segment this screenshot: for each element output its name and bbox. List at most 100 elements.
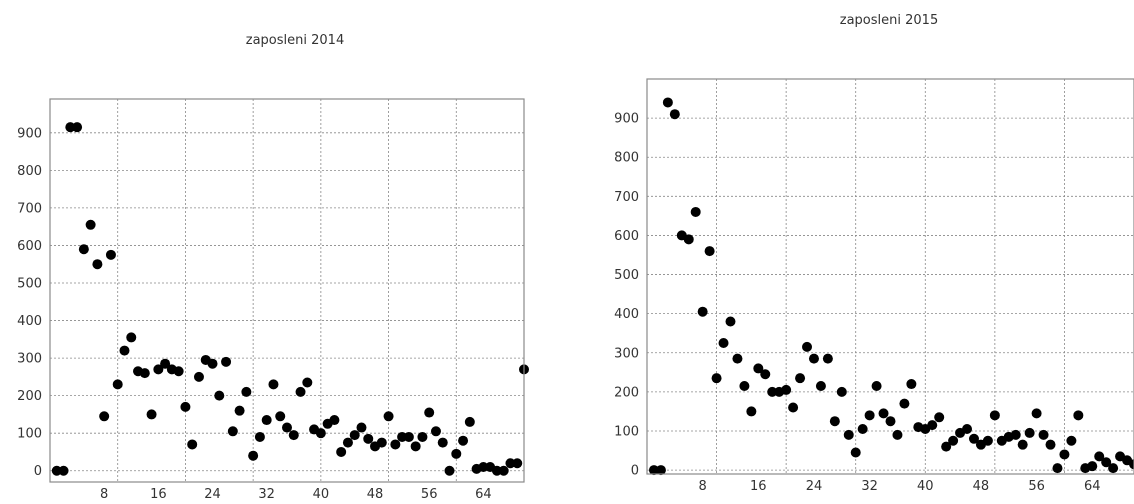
plot-frame <box>646 78 1134 475</box>
y-tick-label: 200 <box>614 385 639 400</box>
x-axis-ticks: 8 16 24 32 40 48 56 64 <box>699 479 1101 494</box>
data-point <box>892 429 903 440</box>
y-axis-ticks: 0 100 200 300 400 500 600 700 800 900 <box>614 112 639 479</box>
data-point <box>781 384 792 395</box>
y-axis-ticks: 0 100 200 300 400 500 600 700 800 900 <box>17 126 42 479</box>
data-point <box>864 410 875 421</box>
chart-title: zaposleni 2015 <box>840 13 938 28</box>
data-point <box>829 416 840 427</box>
data-point <box>329 415 340 426</box>
scatter-chart-2014: zaposleni 2014 0 100 200 300 400 500 600 700 800… <box>17 33 529 502</box>
data-point <box>315 428 326 439</box>
x-tick-label: 32 <box>861 479 878 494</box>
data-point <box>795 373 806 384</box>
data-point <box>160 358 171 369</box>
data-point <box>767 386 778 397</box>
data-point <box>437 437 448 448</box>
data-point <box>363 433 374 444</box>
data-point <box>1087 461 1098 472</box>
x-tick-label: 40 <box>917 479 934 494</box>
x-tick-label: 24 <box>806 479 823 494</box>
data-point <box>982 435 993 446</box>
data-point <box>753 363 764 374</box>
x-tick-label: 8 <box>699 479 707 494</box>
data-point <box>112 379 123 390</box>
x-tick-label: 32 <box>258 487 275 502</box>
x-tick-label: 8 <box>100 487 108 502</box>
y-tick-label: 800 <box>17 164 42 179</box>
data-point <box>302 377 313 388</box>
data-point <box>927 420 938 431</box>
data-point <box>464 416 475 427</box>
y-tick-label: 900 <box>17 126 42 141</box>
data-point <box>99 411 110 422</box>
data-point <box>180 401 191 412</box>
data-point <box>850 447 861 458</box>
data-point <box>1045 439 1056 450</box>
data-point <box>857 424 868 435</box>
data-point <box>1059 449 1070 460</box>
data-point <box>802 341 813 352</box>
data-point <box>512 458 523 469</box>
y-tick-label: 200 <box>17 389 42 404</box>
plot-frame <box>49 98 525 483</box>
data-point <box>760 369 771 380</box>
data-point <box>424 407 435 418</box>
x-tick-label: 64 <box>475 487 492 502</box>
data-point <box>808 353 819 364</box>
data-point <box>173 366 184 377</box>
data-point <box>458 435 469 446</box>
data-point <box>221 356 232 367</box>
data-point <box>836 386 847 397</box>
data-point <box>711 373 722 384</box>
y-tick-label: 600 <box>614 229 639 244</box>
data-point <box>342 437 353 448</box>
x-tick-label: 16 <box>150 487 167 502</box>
data-point <box>139 368 150 379</box>
data-point <box>878 408 889 419</box>
x-tick-label: 56 <box>421 487 438 502</box>
data-point <box>697 306 708 317</box>
data-point <box>105 249 116 260</box>
data-point <box>718 337 729 348</box>
data-point <box>690 206 701 217</box>
data-point <box>248 450 259 461</box>
data-point <box>498 465 509 476</box>
data-point <box>275 411 286 422</box>
data-point <box>906 379 917 390</box>
data-point <box>282 422 292 433</box>
data-point <box>376 437 387 448</box>
y-tick-label: 900 <box>614 112 639 127</box>
data-point <box>234 405 245 416</box>
data-point <box>444 465 455 476</box>
data-point <box>968 433 979 444</box>
y-tick-label: 300 <box>17 352 42 367</box>
y-tick-label: 500 <box>614 268 639 283</box>
y-tick-label: 800 <box>614 151 639 166</box>
data-point <box>1024 427 1035 438</box>
data-points <box>51 122 529 476</box>
data-point <box>739 381 750 392</box>
data-point <box>126 332 137 343</box>
x-tick-label: 40 <box>313 487 330 502</box>
data-point <box>78 244 89 255</box>
data-points <box>648 97 1134 476</box>
data-point <box>146 409 157 420</box>
data-point <box>58 465 69 476</box>
data-point <box>662 97 673 108</box>
data-point <box>822 353 833 364</box>
y-tick-label: 700 <box>17 201 42 216</box>
grid-lines <box>50 99 524 482</box>
data-point <box>704 246 715 257</box>
data-point <box>383 411 394 422</box>
y-tick-label: 100 <box>614 424 639 439</box>
data-point <box>288 430 299 441</box>
data-point <box>295 386 306 397</box>
data-point <box>1066 435 1077 446</box>
data-point <box>336 446 347 457</box>
data-point <box>119 345 130 356</box>
x-tick-label: 24 <box>204 487 221 502</box>
data-point <box>941 441 952 452</box>
data-point <box>885 416 896 427</box>
